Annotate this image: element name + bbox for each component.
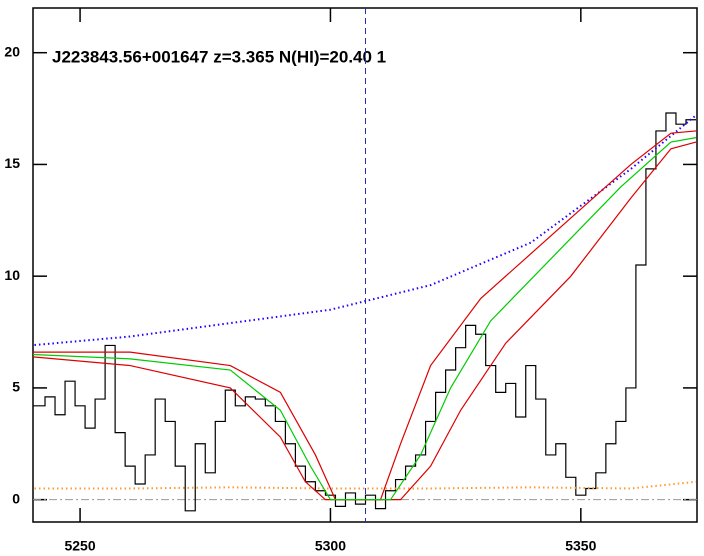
- chart-title: J223843.56+001647 z=3.365 N(HI)=20.40 1: [52, 47, 386, 66]
- y-tick-label: 0: [12, 490, 20, 506]
- x-tick-label: 5350: [565, 538, 596, 554]
- y-tick-label: 20: [4, 43, 20, 59]
- y-tick-label: 5: [12, 379, 20, 395]
- x-tick-label: 5300: [315, 538, 346, 554]
- series-line: [33, 112, 696, 512]
- x-tick-label: 5250: [64, 538, 95, 554]
- y-tick-label: 10: [4, 267, 20, 283]
- plot-frame: [32, 7, 698, 523]
- series-line: [33, 114, 697, 347]
- series-line: [33, 141, 697, 501]
- series-line: [33, 137, 697, 501]
- series-line: [33, 130, 697, 501]
- y-tick-label: 15: [4, 155, 20, 171]
